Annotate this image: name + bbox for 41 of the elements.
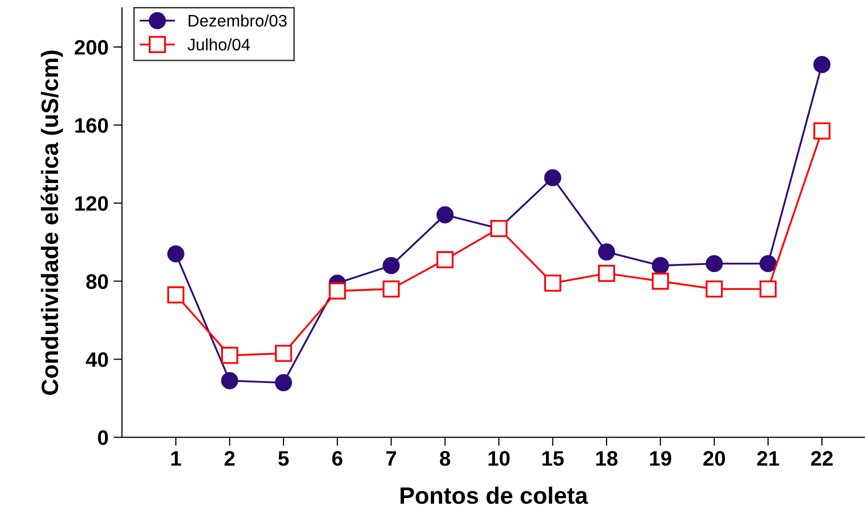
x-tick-label: 21	[757, 451, 780, 466]
point	[436, 251, 454, 268]
point	[328, 282, 346, 300]
y-tick-label: 80	[86, 274, 108, 289]
point	[652, 257, 669, 274]
point	[167, 245, 184, 262]
x-tick-label: 8	[440, 451, 450, 466]
x-tick-label: 20	[703, 451, 725, 466]
point	[652, 272, 669, 290]
legend-label: Julho/04	[188, 38, 250, 51]
y-tick-label: 200	[74, 40, 108, 55]
point	[598, 243, 616, 260]
y-axis-title: Condutividade elétrica (uS/cm)	[40, 50, 63, 395]
point	[706, 255, 723, 272]
x-tick-label: 10	[488, 451, 510, 466]
point	[274, 344, 292, 362]
y-tick-label: 160	[75, 118, 108, 133]
x-tick-label: 1	[171, 451, 182, 466]
point	[221, 346, 238, 364]
x-tick-label: 22	[811, 451, 833, 466]
y-tick-label: 120	[75, 196, 108, 211]
y-tick-label: 0	[98, 430, 108, 446]
point	[274, 374, 292, 392]
x-axis-title: Pontos de coleta	[400, 486, 588, 504]
x-tick-label: 7	[386, 451, 396, 466]
point	[760, 255, 777, 272]
point	[813, 56, 830, 74]
point	[221, 372, 238, 390]
x-tick-label: 6	[332, 451, 342, 466]
x-tick-label: 18	[596, 451, 618, 466]
legend-label: Dezembro/03	[188, 14, 287, 27]
x-tick-label: 15	[542, 451, 564, 466]
point	[382, 257, 400, 274]
x-tick-label: 5	[278, 451, 289, 466]
x-tick-label: 2	[224, 451, 235, 466]
point	[436, 206, 454, 224]
point	[544, 169, 562, 186]
point	[598, 264, 616, 282]
y-tick-label: 40	[86, 352, 108, 367]
point	[544, 274, 562, 292]
x-tick-label: 19	[650, 451, 672, 466]
